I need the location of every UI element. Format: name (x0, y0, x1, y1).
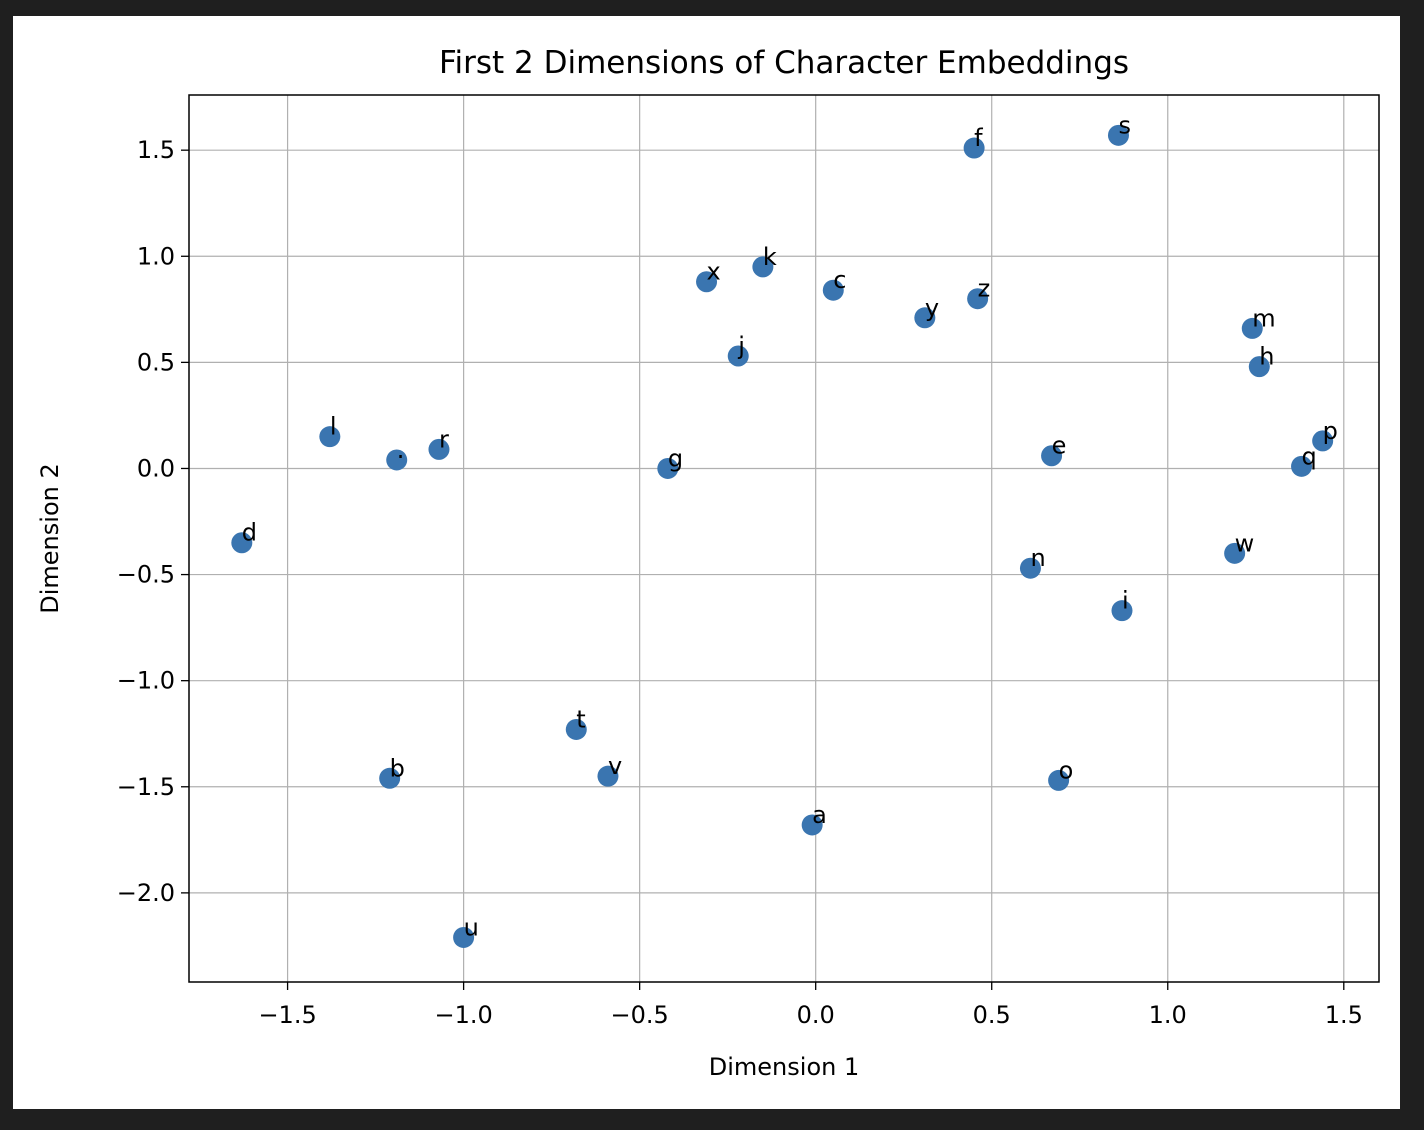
point-label: f (974, 124, 983, 152)
scatter-point (1111, 600, 1133, 622)
scatter-point (801, 814, 823, 836)
point-label: k (763, 243, 777, 271)
point-label: q (1302, 442, 1317, 470)
point-label: r (439, 425, 449, 453)
scatter-point (967, 288, 989, 310)
x-tick-label: 0.0 (797, 1001, 835, 1029)
point-label: c (833, 266, 846, 294)
y-tick-label: −1.5 (117, 773, 175, 801)
y-tick-label: −2.0 (117, 879, 175, 907)
scatter-point (1248, 356, 1270, 378)
point-label: y (925, 294, 939, 322)
x-tick-label: 1.0 (1149, 1001, 1187, 1029)
scatter-point (597, 765, 619, 787)
y-axis-label: Dimension 2 (36, 463, 64, 613)
point-label: h (1259, 343, 1274, 371)
scatter-point (727, 345, 749, 367)
point-label: p (1323, 417, 1338, 445)
point-label: o (1059, 756, 1074, 784)
x-axis-label: Dimension 1 (709, 1053, 859, 1081)
scatter-point (1312, 430, 1334, 452)
scatter-point (963, 137, 985, 159)
y-tick-label: 0.0 (137, 454, 175, 482)
point-label: a (812, 801, 827, 829)
point-label: j (737, 332, 745, 360)
scatter-point (231, 532, 253, 554)
scatter-point (1291, 455, 1313, 477)
scatter-point (1048, 769, 1070, 791)
point-label: t (576, 705, 585, 733)
y-tick-label: 0.5 (137, 348, 175, 376)
plot-frame (188, 94, 1380, 983)
grid-lines (189, 95, 1379, 982)
point-label: w (1235, 529, 1255, 557)
figure-canvas: −1.5 −1.0 −0.5 0.0 0.5 1.0 1.5 1.5 1.0 0.5 0.0 −0.5… (13, 16, 1400, 1109)
point-label: n (1030, 544, 1045, 572)
point-label: s (1118, 111, 1131, 139)
point-label: b (390, 754, 405, 782)
scatter-point (379, 767, 401, 789)
x-tick-label: −1.0 (434, 1001, 492, 1029)
point-label: x (707, 258, 721, 286)
y-tick-label: −0.5 (117, 561, 175, 589)
point-label: d (242, 519, 257, 547)
point-labels: f s x k c y z j mh l. r g e pq d n w i t b v o a u (242, 111, 1338, 941)
x-tick-label: 1.5 (1325, 1001, 1363, 1029)
point-label: m (1252, 304, 1275, 332)
point-label: e (1052, 432, 1067, 460)
y-tick-label: 1.0 (137, 242, 175, 270)
scatter-point (428, 438, 450, 460)
scatter-point (752, 256, 774, 278)
scatter-point (1224, 542, 1246, 564)
scatter-point (657, 457, 679, 479)
point-label: z (978, 275, 991, 303)
scatter-point (319, 426, 341, 448)
point-label: . (397, 436, 405, 464)
point-label: v (608, 752, 622, 780)
scatter-chart: −1.5 −1.0 −0.5 0.0 0.5 1.0 1.5 1.5 1.0 0.5 0.0 −0.5… (36, 45, 1380, 1081)
scatter-point (1107, 124, 1129, 146)
x-tick-label: −0.5 (611, 1001, 669, 1029)
axis-ticks: −1.5 −1.0 −0.5 0.0 0.5 1.0 1.5 1.5 1.0 0.5 0.0 −0.5… (117, 136, 1363, 1029)
data-points (231, 124, 1334, 948)
point-label: i (1122, 587, 1129, 615)
scatter-point (565, 718, 587, 740)
scatter-point (386, 449, 408, 471)
scatter-point (1241, 317, 1263, 339)
point-label: l (330, 413, 337, 441)
scatter-point (1041, 445, 1063, 467)
scatter-point (914, 307, 936, 329)
x-tick-label: 0.5 (973, 1001, 1011, 1029)
point-label: g (668, 444, 683, 472)
scatter-point (822, 279, 844, 301)
point-label: u (464, 913, 479, 941)
y-tick-label: 1.5 (137, 136, 175, 164)
y-tick-label: −1.0 (117, 667, 175, 695)
scatter-point (696, 271, 718, 293)
chart-title: First 2 Dimensions of Character Embeddin… (439, 45, 1129, 81)
scatter-point (1019, 557, 1041, 579)
x-tick-label: −1.5 (258, 1001, 316, 1029)
scatter-point (453, 926, 475, 948)
